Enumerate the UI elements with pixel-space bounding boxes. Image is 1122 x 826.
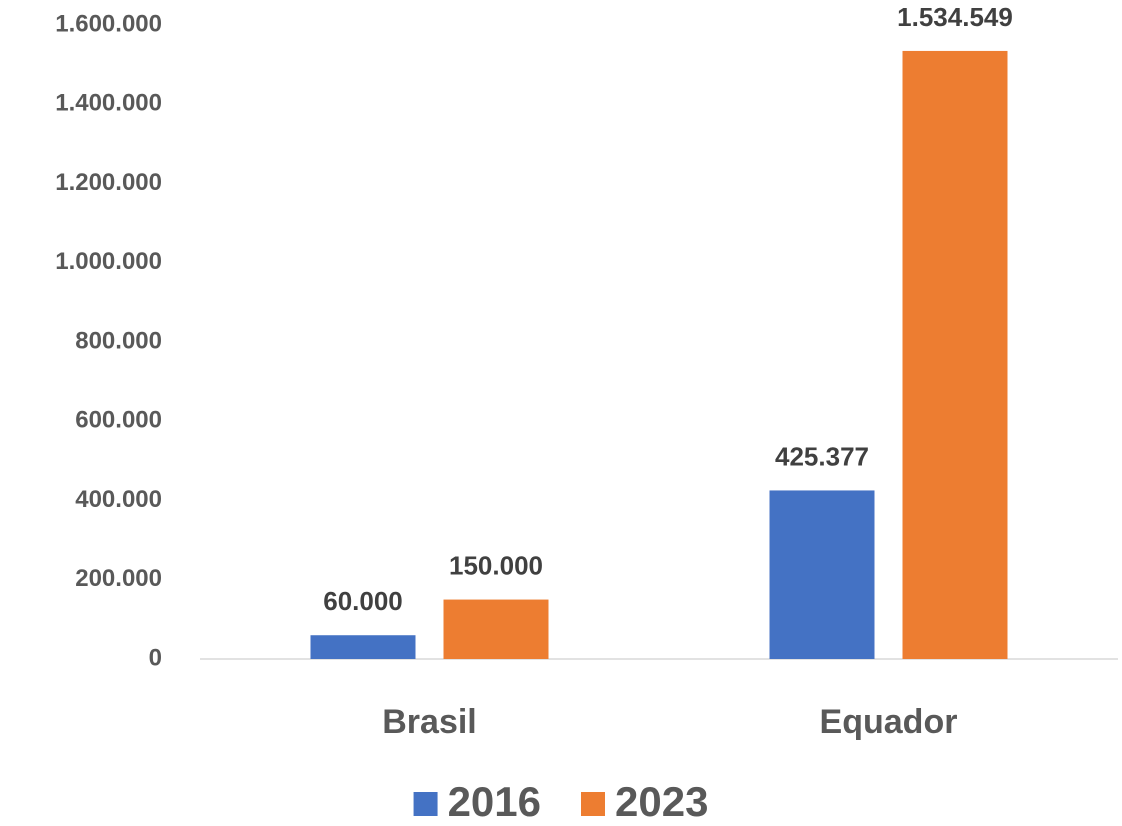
y-tick-label: 800.000 [75,327,162,354]
y-tick-label: 1.400.000 [55,90,162,117]
y-tick-label: 1.200.000 [55,169,162,196]
y-tick-label: 400.000 [75,486,162,513]
data-label: 1.534.549 [897,2,1013,32]
bar [769,490,875,659]
legend-label: 2023 [615,778,708,825]
x-tick-label: Equador [820,703,958,741]
y-tick-label: 1.000.000 [55,248,162,275]
x-tick-label: Brasil [382,703,477,741]
legend-swatch [581,792,605,816]
y-tick-label: 200.000 [75,565,162,592]
legend-label: 2016 [448,778,541,825]
legend-swatch [413,792,438,816]
y-tick-label: 600.000 [75,407,162,434]
data-label: 60.000 [323,586,403,616]
bar [443,599,549,659]
bar [310,635,416,659]
y-tick-label: 1.600.000 [55,10,162,37]
data-label: 150.000 [449,550,543,580]
y-tick-label: 0 [149,644,162,671]
bar [902,50,1008,660]
data-label: 425.377 [775,441,869,471]
